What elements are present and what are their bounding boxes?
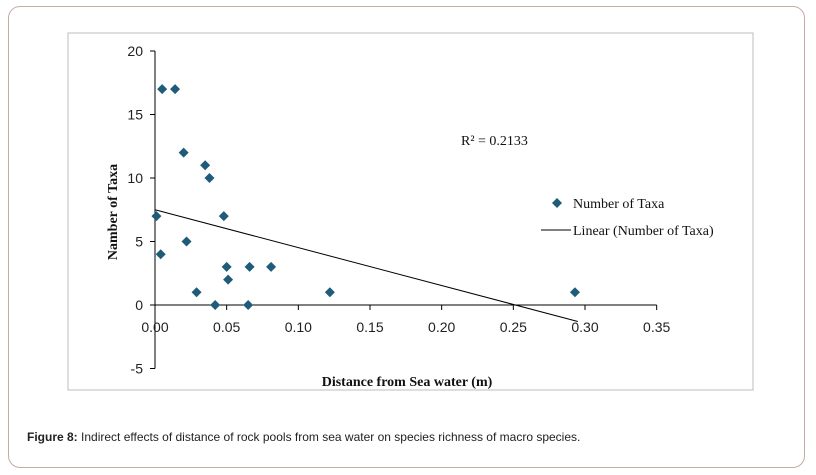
x-tick-label: 0.25 [500, 319, 527, 335]
y-tick-label: -5 [131, 361, 144, 377]
x-tick-label: 0.05 [213, 319, 240, 335]
r-squared-annotation: R² = 0.2133 [461, 134, 528, 149]
x-tick-label: 0.30 [571, 319, 598, 335]
x-axis-title: Distance from Sea water (m) [322, 375, 493, 390]
y-tick-label: 10 [127, 170, 143, 186]
chart-area-border [67, 32, 754, 391]
legend-marker-diamond [552, 198, 562, 208]
linear-trendline [154, 209, 578, 322]
points-layer [151, 84, 580, 310]
data-point [244, 261, 255, 272]
trendline-layer [154, 209, 578, 322]
y-tick-label: 0 [135, 297, 143, 313]
y-tick-label: 5 [135, 234, 143, 250]
caption-text: Indirect effects of distance of rock poo… [77, 430, 581, 444]
data-point [151, 211, 162, 222]
data-point [204, 173, 215, 183]
legend-label-trendline: Linear (Number of Taxa) [573, 224, 714, 239]
data-point [191, 287, 202, 298]
data-point [181, 236, 192, 247]
data-point [170, 84, 181, 95]
figure-frame [8, 6, 805, 468]
x-tick-label: 0.00 [141, 319, 168, 335]
data-point [178, 147, 189, 158]
figure-caption: Figure 8: Indirect effects of distance o… [27, 430, 787, 444]
data-point [210, 300, 221, 310]
y-axis-title: Namber of Taxa [106, 164, 121, 260]
y-tick-label: 20 [127, 43, 143, 59]
x-tick-label: 0.20 [428, 319, 455, 335]
data-point [266, 261, 277, 272]
data-point [221, 261, 232, 272]
data-point [223, 274, 234, 285]
caption-label: Figure 8: [27, 430, 78, 444]
data-point [157, 84, 168, 95]
x-axis: 0.00 0.05 0.10 0.15 0.20 0.25 0.30 0.35 [141, 304, 671, 335]
data-point [324, 287, 335, 298]
y-tick-label: 15 [127, 107, 143, 123]
x-tick-label: 0.10 [285, 319, 312, 335]
legend-label-series: Number of Taxa [573, 197, 665, 212]
legend: Number of Taxa Linear (Number of Taxa) [541, 197, 714, 239]
x-tick-label: 0.15 [356, 319, 383, 335]
data-point [243, 300, 254, 310]
data-point [200, 160, 211, 171]
data-point [218, 211, 229, 222]
data-point [155, 249, 166, 260]
x-tick-label: 0.35 [643, 319, 670, 335]
data-point [569, 287, 580, 298]
